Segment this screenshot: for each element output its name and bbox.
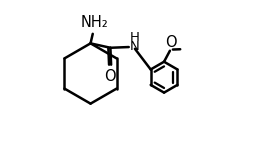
Text: H: H <box>130 31 140 44</box>
Text: O: O <box>165 35 176 50</box>
Text: NH₂: NH₂ <box>81 15 109 30</box>
Text: O: O <box>104 69 116 84</box>
Text: N: N <box>130 40 140 53</box>
